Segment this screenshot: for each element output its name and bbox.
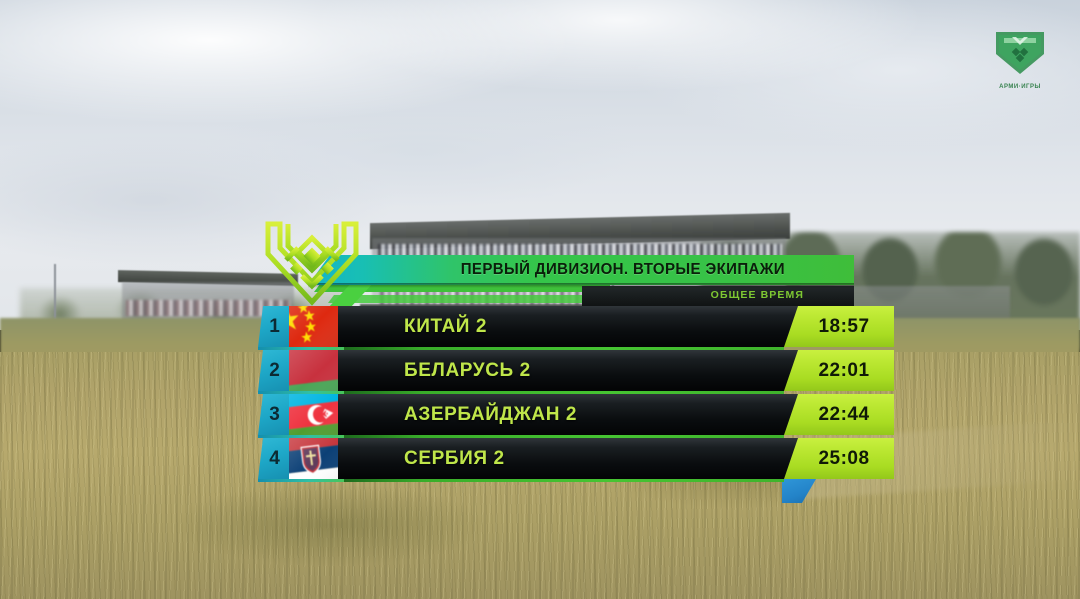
table-row[interactable]: 3 — [252, 394, 894, 438]
title-bar-shadow — [308, 283, 854, 288]
total-time-panel: 22:44 — [784, 394, 894, 435]
team-name: СЕРБИЯ 2 — [404, 448, 505, 469]
rank-badge: 3 — [258, 394, 291, 435]
total-time-column-header: ОБЩЕЕ ВРЕМЯ — [710, 289, 804, 301]
team-name-panel: АЗЕРБАЙДЖАН 2 — [338, 394, 800, 435]
team-name-background — [338, 350, 800, 391]
page-title: ПЕРВЫЙ ДИВИЗИОН. ВТОРЫЕ ЭКИПАЖИ — [460, 261, 785, 278]
rank-badge: 2 — [258, 350, 291, 391]
scoreboard: ПЕРВЫЙ ДИВИЗИОН. ВТОРЫЕ ЭКИПАЖИ ОБЩЕЕ ВР… — [252, 210, 894, 503]
table-row[interactable]: 4 — [252, 438, 894, 503]
army-games-logo-caption: АРМИ·ИГРЫ — [999, 84, 1041, 90]
army-games-logo: АРМИ·ИГРЫ — [982, 28, 1058, 90]
rank-underline — [258, 347, 351, 350]
left-grandstand-crowd — [126, 300, 290, 316]
total-time-value: 22:44 — [818, 403, 870, 425]
team-name: АЗЕРБАЙДЖАН 2 — [404, 404, 578, 425]
team-name-background — [338, 306, 800, 347]
rank-underline — [258, 479, 351, 482]
column-header-bar — [582, 286, 854, 308]
team-name-panel: БЕЛАРУСЬ 2 — [338, 350, 800, 391]
flag-mast — [54, 264, 56, 338]
total-time-panel: 18:57 — [784, 306, 894, 347]
grass-shadow-left — [120, 470, 540, 580]
total-time-value: 25:08 — [818, 447, 870, 469]
tank-biathlon-emblem — [258, 210, 366, 318]
rank-underline — [258, 435, 351, 438]
row-underline — [344, 435, 784, 438]
division-title-container: ПЕРВЫЙ ДИВИЗИОН. ВТОРЫЕ ЭКИПАЖИ — [308, 255, 854, 285]
total-time-panel: 22:01 — [784, 350, 894, 391]
rank-badge: 4 — [258, 438, 291, 479]
team-name: БЕЛАРУСЬ 2 — [404, 360, 531, 381]
row-underline — [344, 391, 784, 394]
team-name-background — [338, 394, 800, 435]
standings-list: 1 — [252, 306, 894, 503]
table-row[interactable]: 2 — [252, 350, 894, 394]
rank-underline — [258, 391, 351, 394]
total-time-value: 22:01 — [818, 359, 870, 381]
team-name-panel: СЕРБИЯ 2 — [338, 438, 800, 479]
table-row[interactable]: 1 — [252, 306, 894, 350]
chevron-accent — [280, 280, 610, 308]
total-time-panel: 25:08 — [784, 438, 894, 479]
team-name-panel: КИТАЙ 2 — [338, 306, 800, 347]
rank-badge: 1 — [258, 306, 291, 347]
row-underline — [344, 347, 784, 350]
team-name: КИТАЙ 2 — [404, 316, 488, 337]
row-underline — [344, 479, 784, 482]
division-title-bar — [308, 255, 854, 285]
team-name-background — [338, 438, 800, 479]
total-time-value: 18:57 — [818, 315, 870, 337]
